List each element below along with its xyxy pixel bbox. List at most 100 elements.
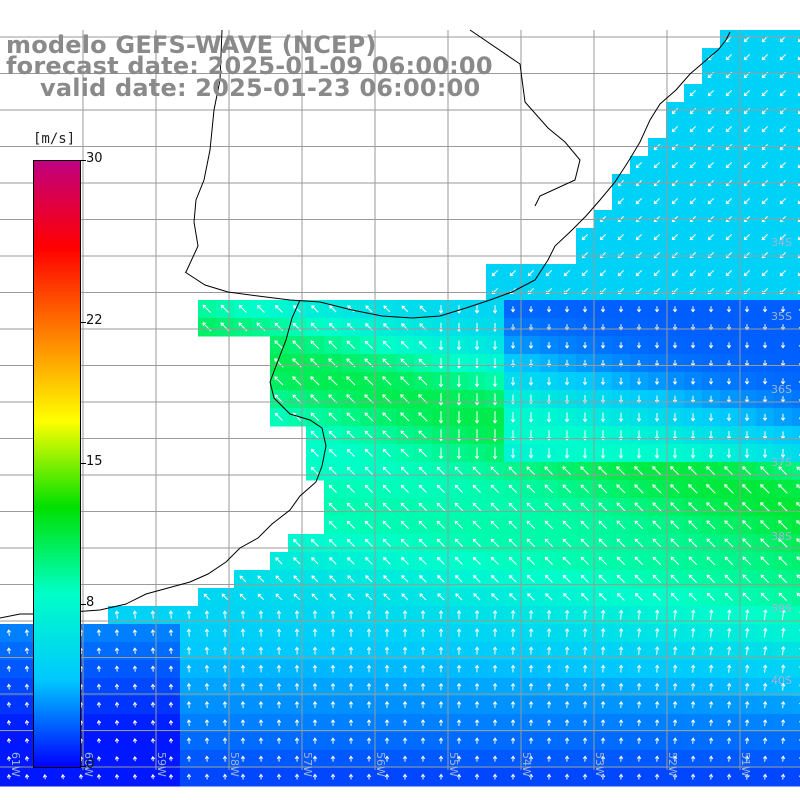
wind-arrow xyxy=(599,251,607,259)
wind-arrow xyxy=(670,502,680,512)
wind-arrow xyxy=(400,520,410,530)
wind-arrow-head xyxy=(690,326,696,331)
wind-arrow-head xyxy=(274,412,279,417)
wind-arrow-head xyxy=(292,376,296,380)
wind-arrow xyxy=(707,251,715,259)
wind-arrow xyxy=(671,269,679,277)
wind-arrow xyxy=(764,756,766,762)
wind-arrow-head xyxy=(671,200,676,205)
wind-arrow-head xyxy=(293,305,297,309)
wind-arrow-head xyxy=(637,627,642,632)
wind-arrow-head xyxy=(456,737,462,741)
wind-arrow-head xyxy=(474,628,480,632)
wind-arrow-head xyxy=(743,110,748,115)
wind-arrow-head xyxy=(96,755,102,760)
wind-arrow-head xyxy=(312,719,318,723)
wind-arrow-head xyxy=(616,592,621,597)
wind-arrow-head xyxy=(294,773,300,778)
wind-arrow-head xyxy=(509,272,514,277)
wind-arrow-head xyxy=(400,466,405,471)
wind-arrow-head xyxy=(96,737,102,742)
wind-arrow-head xyxy=(708,345,714,349)
wind-arrow-head xyxy=(400,538,405,543)
wind-arrow-head xyxy=(528,737,534,741)
wind-arrow-head xyxy=(150,629,156,633)
wind-arrow xyxy=(656,738,658,744)
wind-arrow-head xyxy=(132,719,138,724)
wind-arrow xyxy=(418,448,428,458)
wind-arrow-head xyxy=(599,272,604,277)
wind-arrow-head xyxy=(526,538,531,543)
wind-arrow-head xyxy=(796,466,800,471)
wind-arrow xyxy=(347,467,355,475)
wind-arrow xyxy=(509,593,517,601)
wind-arrow-head xyxy=(346,358,351,363)
wind-arrow-head xyxy=(690,755,696,760)
wind-arrow-head xyxy=(6,756,12,760)
wind-arrow-head xyxy=(436,520,441,525)
wind-arrow-head xyxy=(474,346,480,351)
wind-arrow-head xyxy=(256,304,261,309)
wind-arrow-head xyxy=(779,56,784,61)
wind-arrow-head xyxy=(546,737,552,741)
wind-arrow-head xyxy=(761,272,766,277)
wind-arrow-head xyxy=(474,755,480,760)
wind-arrow-head xyxy=(689,290,694,295)
wind-arrow-head xyxy=(456,310,462,314)
wind-arrow-head xyxy=(150,610,156,615)
wind-arrow-head xyxy=(257,593,262,598)
wind-arrow-head xyxy=(636,345,642,349)
wind-arrow-head xyxy=(708,381,714,385)
wind-arrow-head xyxy=(274,358,278,362)
wind-arrow-head xyxy=(454,556,459,561)
wind-arrow-head xyxy=(582,755,588,760)
wind-arrow-head xyxy=(582,309,588,313)
wind-arrow-head xyxy=(616,502,621,507)
wind-arrow xyxy=(797,237,800,241)
wind-arrow xyxy=(760,556,770,566)
wind-arrow-head xyxy=(492,310,498,314)
wind-cell xyxy=(792,66,800,85)
wind-arrow-head xyxy=(364,412,369,417)
wind-arrow-head xyxy=(418,376,423,381)
wind-arrow xyxy=(527,269,535,277)
wind-arrow-head xyxy=(600,363,606,367)
wind-arrow-head xyxy=(653,272,658,277)
wind-arrow xyxy=(653,251,661,259)
wind-arrow-head xyxy=(474,310,480,314)
wind-arrow-head xyxy=(724,574,729,579)
wind-arrow xyxy=(781,646,785,656)
wind-arrow xyxy=(311,539,319,547)
wind-arrow-head xyxy=(670,466,674,470)
wind-arrow xyxy=(781,609,785,621)
wind-arrow xyxy=(527,557,535,565)
wind-arrow-head xyxy=(6,665,12,670)
wind-arrow-head xyxy=(745,609,750,613)
wind-arrow xyxy=(188,611,190,619)
colorbar-tick-mark xyxy=(80,604,86,606)
wind-arrow-head xyxy=(473,575,477,579)
wind-arrow-head xyxy=(438,383,444,388)
wind-arrow-head xyxy=(528,628,534,632)
wind-arrow-head xyxy=(438,346,444,351)
wind-arrow xyxy=(275,557,283,565)
wind-arrow-head xyxy=(796,556,800,561)
wind-arrow xyxy=(382,430,392,440)
wind-arrow-head xyxy=(402,646,408,651)
wind-arrow xyxy=(638,683,640,691)
wind-arrow xyxy=(778,538,788,548)
wind-arrow-head xyxy=(420,646,426,651)
wind-arrow-head xyxy=(472,466,477,471)
wind-arrow-head xyxy=(222,701,228,705)
wind-arrow-head xyxy=(528,719,534,723)
wind-arrow-head xyxy=(618,646,624,651)
wind-arrow-head xyxy=(636,381,642,386)
wind-arrow-head xyxy=(402,737,408,741)
wind-arrow xyxy=(653,161,661,169)
wind-arrow-head xyxy=(492,646,498,651)
wind-arrow-head xyxy=(114,610,119,615)
wind-arrow-head xyxy=(258,628,264,633)
wind-arrow-head xyxy=(726,737,732,742)
wind-arrow-head xyxy=(509,593,513,597)
